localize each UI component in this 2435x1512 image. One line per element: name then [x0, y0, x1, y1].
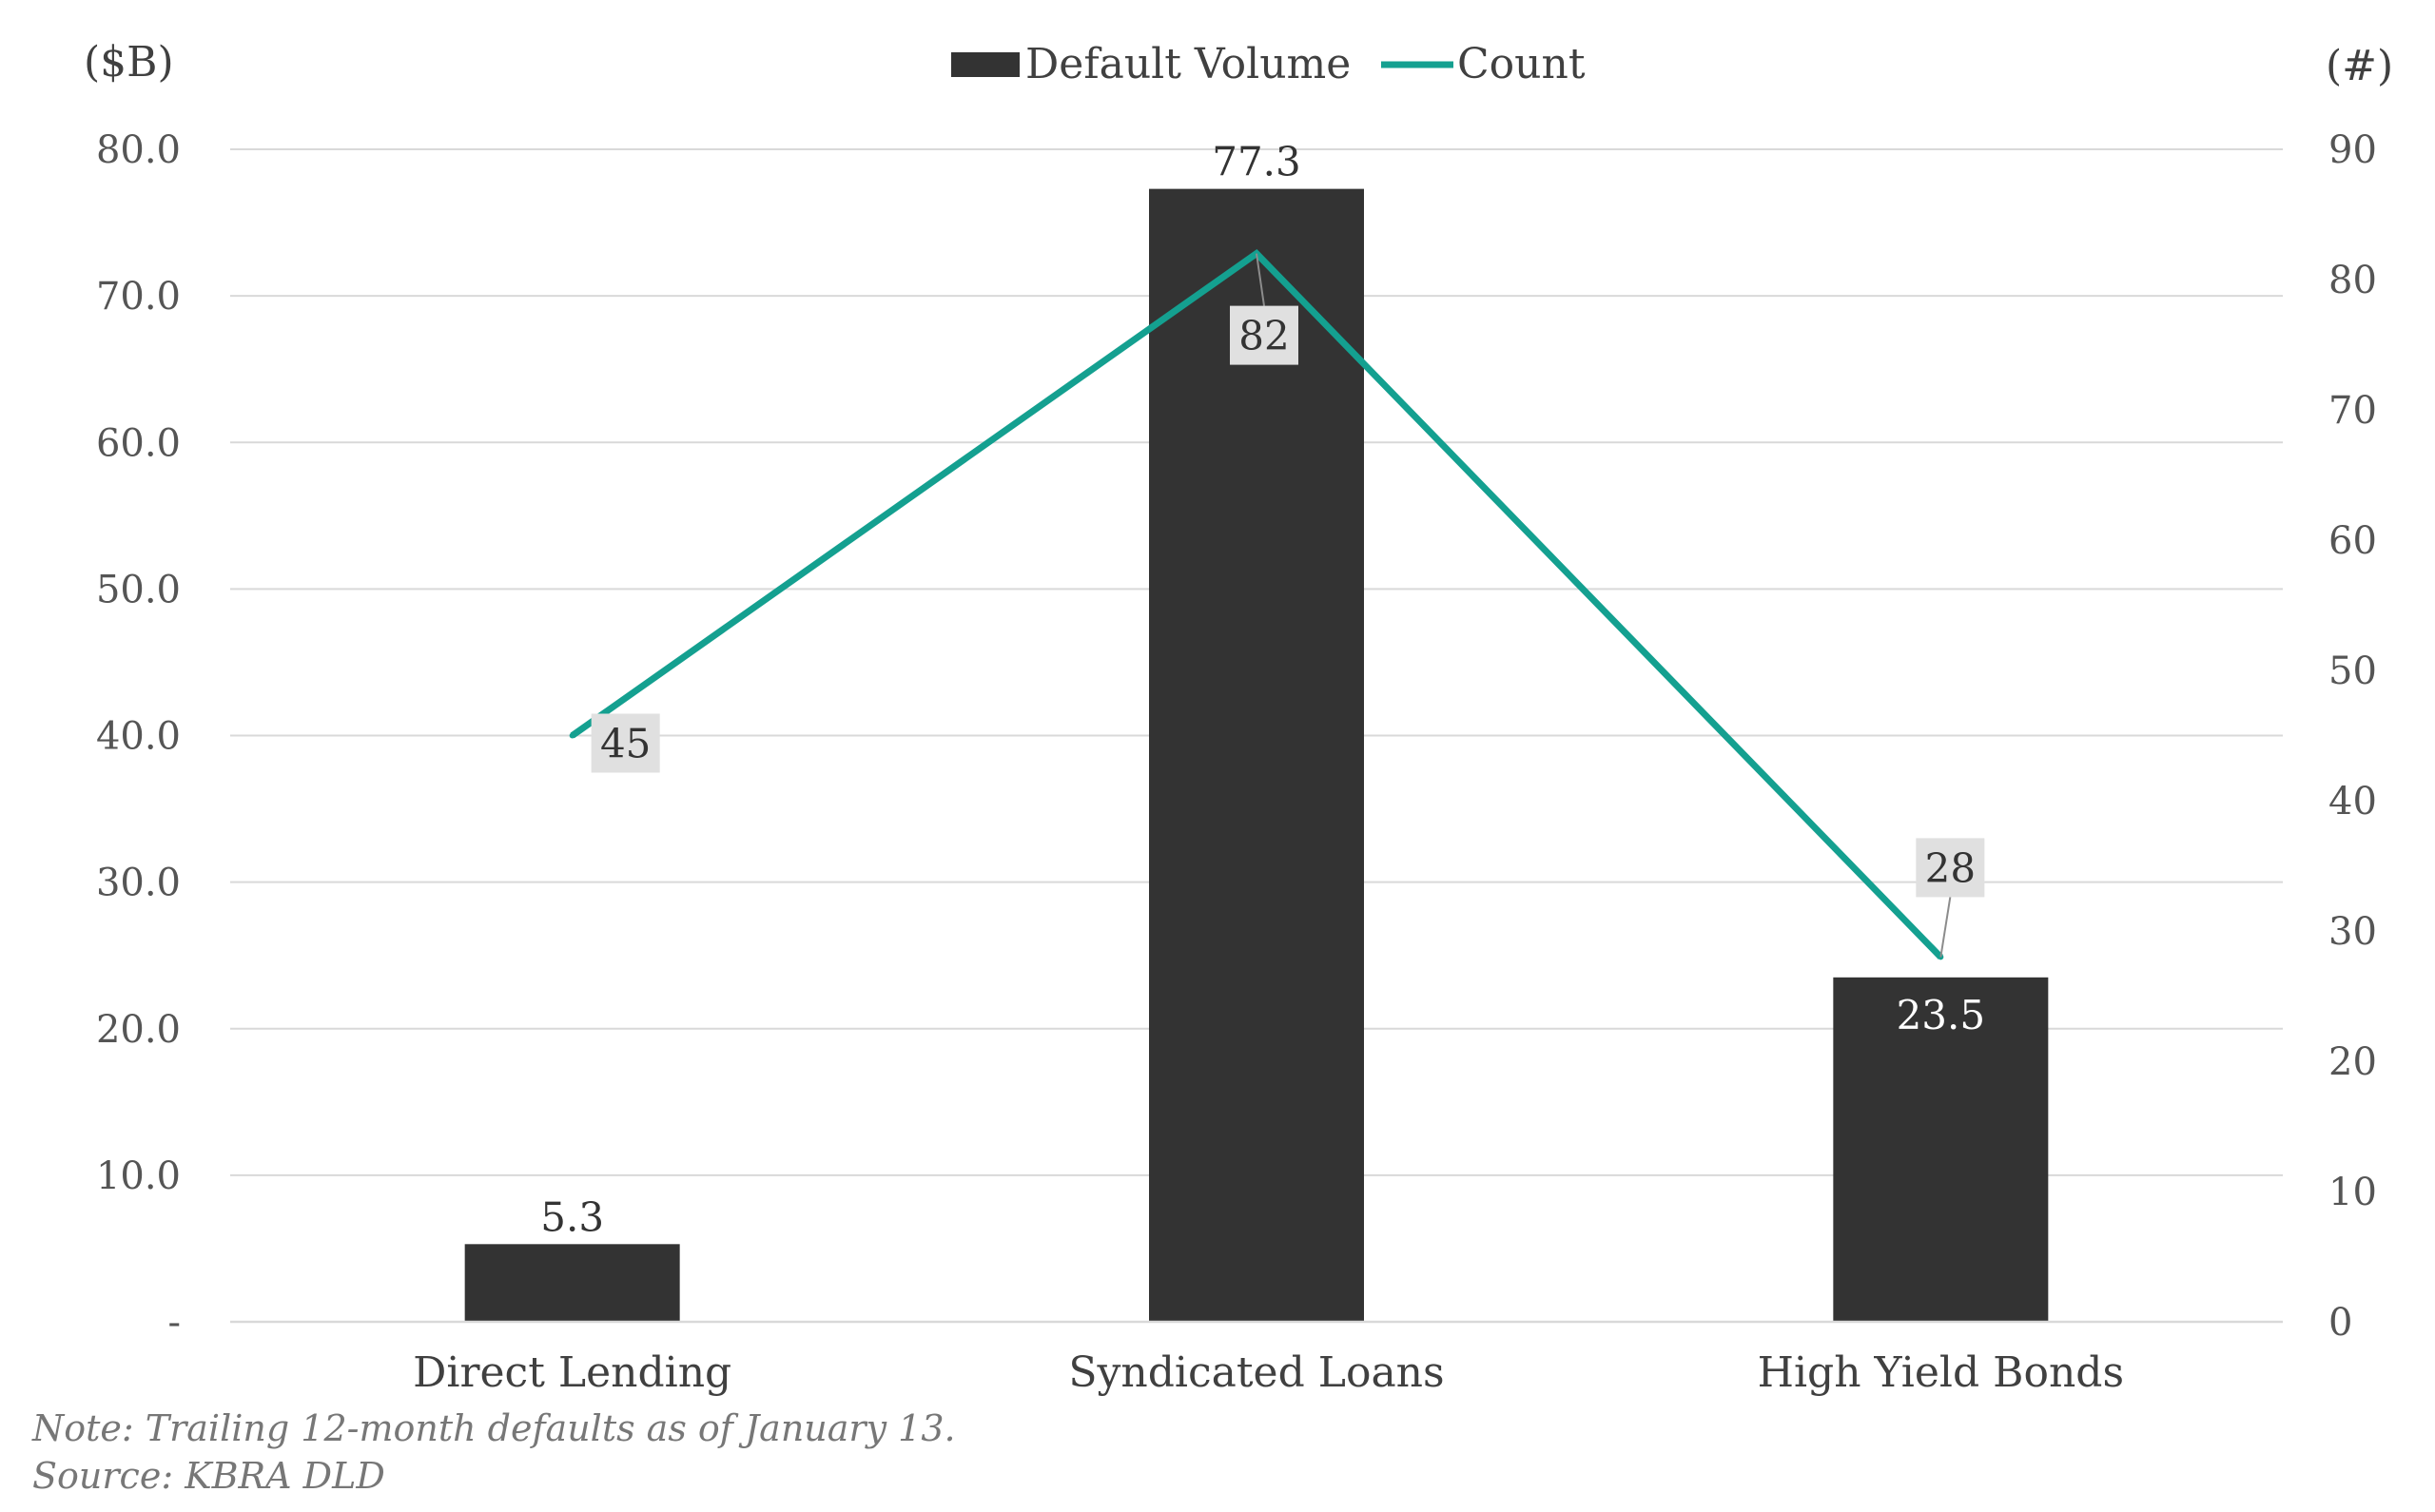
legend: Default Volume Count [951, 40, 1586, 88]
right-tick-label: 90 [2328, 128, 2377, 172]
bar-data-label: 23.5 [1897, 992, 1986, 1038]
count-point [569, 732, 575, 739]
left-tick-label: 80.0 [96, 128, 181, 172]
right-tick-label: 30 [2328, 910, 2377, 954]
left-tick-label: 70.0 [96, 275, 181, 319]
data-labels: 5.3 77.3 23.5 45 82 28 [540, 139, 1985, 1241]
left-tick-label: 20.0 [96, 1008, 181, 1052]
left-tick-label: 10.0 [96, 1154, 181, 1198]
callout-leader [1256, 253, 1265, 306]
right-tick-label: 20 [2328, 1040, 2377, 1084]
left-tick-label: 40.0 [96, 715, 181, 759]
line-data-label: 45 [600, 721, 651, 767]
bars [464, 188, 2049, 1322]
legend-swatch-bar [951, 52, 1020, 77]
footnote-source: Source: KBRA DLD [32, 1455, 385, 1497]
right-tick-label: 50 [2328, 649, 2377, 693]
legend-label-bar: Default Volume [1025, 40, 1351, 88]
right-tick-label: 60 [2328, 519, 2377, 563]
right-tick-label: 0 [2328, 1301, 2352, 1345]
bar [1833, 977, 2049, 1322]
right-axis-unit: (#) [2326, 42, 2393, 90]
bar [464, 1244, 680, 1322]
right-tick-label: 80 [2328, 259, 2377, 302]
right-tick-label: 10 [2328, 1171, 2377, 1214]
legend-label-line: Count [1457, 40, 1586, 88]
right-tick-label: 70 [2328, 389, 2377, 433]
line-label-box [1230, 305, 1298, 365]
left-tick-label: - [167, 1301, 181, 1345]
category-label: High Yield Bonds [1758, 1348, 2124, 1397]
left-tick-label: 60.0 [96, 421, 181, 465]
axes: - 10.0 20.0 30.0 40.0 50.0 60.0 70.0 80.0 0 10 20 30… [84, 38, 2393, 1397]
line-label-box [591, 713, 660, 773]
left-axis-unit: ($B) [84, 38, 174, 87]
footnote-note: Note: Trailing 12-month defaults as of J… [32, 1407, 956, 1449]
line-data-label: 82 [1238, 313, 1289, 359]
callout-leader [1939, 897, 1952, 958]
line-data-label: 28 [1925, 844, 1976, 891]
category-label: Direct Lending [413, 1348, 731, 1397]
left-tick-label: 30.0 [96, 862, 181, 905]
category-label: Syndicated Loans [1068, 1348, 1444, 1397]
line-label-box [1916, 838, 1985, 898]
bar [1149, 188, 1364, 1322]
left-tick-label: 50.0 [96, 568, 181, 611]
right-tick-label: 40 [2328, 780, 2377, 824]
bar-data-label: 77.3 [1212, 139, 1301, 185]
bar-data-label: 5.3 [540, 1193, 604, 1240]
